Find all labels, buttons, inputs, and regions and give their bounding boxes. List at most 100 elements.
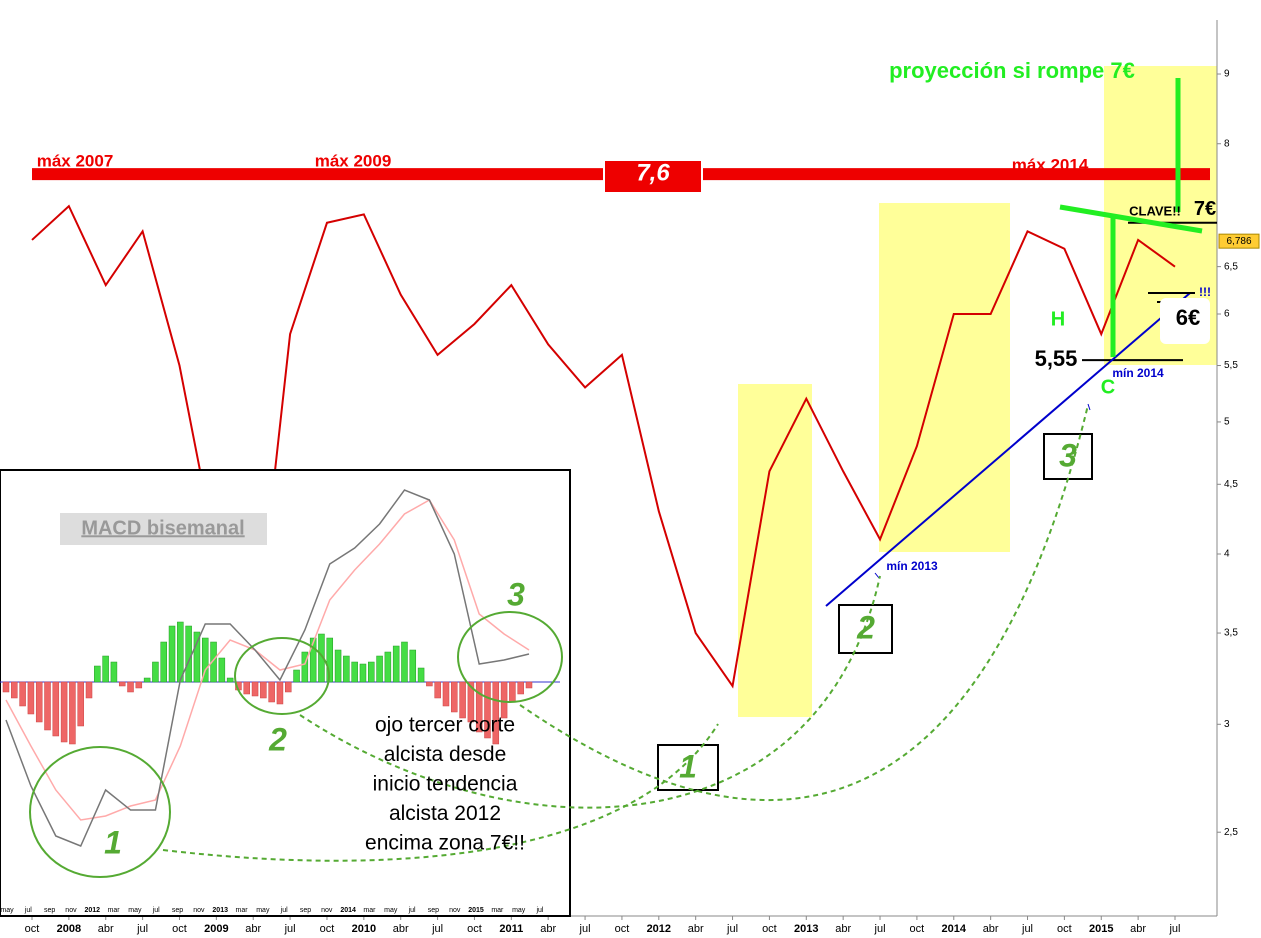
y-tick-label: 6,5	[1224, 261, 1238, 272]
annotation: 1	[104, 824, 122, 860]
histogram-bar	[69, 681, 76, 745]
inset-title: MACD bisemanal	[81, 517, 244, 539]
x-tick-label: jul	[579, 923, 591, 935]
x-tick-label: abr	[688, 923, 704, 935]
x-tick-label: 2009	[204, 923, 228, 935]
x-tick-label: jul	[1168, 923, 1180, 935]
x-tick-label: jul	[431, 923, 443, 935]
histogram-bar	[475, 681, 483, 733]
circle	[234, 637, 330, 715]
annotation: H	[1051, 308, 1065, 330]
annotation: proyección si rompe 7€	[889, 58, 1135, 83]
x-tick-label: sep	[428, 907, 439, 914]
annotations: proyección si rompe 7€ máx 2007 máx 2009…	[37, 58, 1211, 861]
histogram-bar	[351, 661, 358, 683]
x-tick-label: mar	[235, 907, 248, 914]
histogram-bar	[218, 657, 226, 683]
histogram-bar	[118, 681, 126, 687]
label-box	[1160, 298, 1210, 344]
note-line: ojo tercer corte	[375, 714, 515, 737]
histogram-bar	[177, 621, 184, 683]
level-label: 5,55	[1035, 346, 1078, 371]
drawings	[657, 78, 1210, 791]
x-tick-label: sep	[172, 907, 183, 914]
circle	[29, 746, 171, 878]
histogram-bar	[459, 681, 466, 719]
x-tick-label: may	[384, 907, 398, 914]
histogram-bar	[201, 637, 209, 683]
histogram-bar	[27, 681, 35, 715]
annotation: 2	[268, 721, 287, 757]
annotation: 2	[856, 609, 875, 645]
x-tick-label: 2014	[340, 907, 356, 914]
histogram-bar	[168, 625, 176, 683]
histogram-bar	[376, 655, 383, 683]
histogram-bar	[417, 667, 425, 683]
histogram-bar	[426, 681, 433, 687]
histogram-bar	[517, 681, 524, 695]
x-tick-label: jul	[874, 923, 886, 935]
dashed-arrow	[299, 575, 881, 809]
annotation: 6€	[1176, 305, 1200, 330]
histogram-bar	[384, 651, 392, 683]
level-label-box	[603, 159, 703, 194]
histogram-bar	[185, 625, 192, 683]
highlight-zones	[738, 66, 1217, 717]
levels: 7,6 7€ 5,55	[32, 159, 1217, 371]
last-price-label: 6,786	[1226, 236, 1251, 247]
x-tick-label: abr	[835, 923, 851, 935]
histogram-bar	[442, 681, 450, 707]
histogram-bar	[451, 681, 458, 713]
histogram-bar	[268, 681, 275, 703]
arrow	[1087, 403, 1091, 411]
y-tick-label: 5	[1224, 417, 1230, 428]
histogram-bar	[160, 641, 167, 683]
histogram-bar	[243, 681, 250, 695]
x-tick-label: 2015	[468, 907, 484, 914]
histogram-bar	[484, 681, 491, 739]
macd-line	[5, 489, 530, 847]
note-line: inicio tendencia	[373, 773, 518, 796]
x-tick-label: 2015	[1089, 923, 1113, 935]
x-tick-label: nov	[449, 907, 461, 914]
histogram-bar	[492, 681, 500, 745]
x-tick-label: may	[128, 907, 142, 914]
histogram-bar	[260, 681, 267, 699]
x-tick-label: abr	[393, 923, 409, 935]
zone	[738, 384, 812, 717]
histogram-bar	[509, 681, 516, 703]
x-tick-label: abr	[245, 923, 261, 935]
level-label: 7€	[1194, 198, 1216, 220]
x-tick-label: 2012	[84, 907, 100, 914]
histogram-bar	[467, 681, 475, 723]
x-tick-label: nov	[321, 907, 333, 914]
histogram-bar	[11, 681, 18, 699]
macd-inset: may jul sep nov 2012 mar may jul sep nov 2013 mar ma…	[0, 469, 571, 917]
x-tick-label: jul	[726, 923, 738, 935]
x-tick-label: jul	[280, 907, 288, 914]
histogram-bar	[525, 681, 533, 689]
title-box	[60, 513, 267, 545]
annotation: 3	[507, 576, 525, 612]
histogram-bar	[210, 641, 217, 683]
x-tick-label: jul	[1021, 923, 1033, 935]
x-tick-label: 2011	[499, 923, 523, 935]
x-tick-label: nov	[193, 907, 205, 914]
x-tick-label: sep	[44, 907, 55, 914]
histogram-bar	[401, 641, 408, 683]
histogram-bar	[343, 655, 350, 683]
histogram-bar	[251, 681, 259, 697]
y-tick-label: 6	[1224, 309, 1230, 320]
histogram-bar	[77, 681, 84, 727]
level-label: 7,6	[636, 159, 670, 186]
x-tick-label: sep	[300, 907, 311, 914]
note-line: encima zona 7€!!	[365, 832, 525, 855]
note-line: alcista 2012	[389, 802, 501, 825]
note-line: alcista desde	[384, 743, 507, 766]
x-tick-label: jul	[24, 907, 32, 914]
x-tick-label: may	[0, 907, 14, 914]
x-tick-label: abr	[98, 923, 114, 935]
x-tick-label: abr	[1130, 923, 1146, 935]
y-tick-label: 2,5	[1224, 827, 1238, 838]
